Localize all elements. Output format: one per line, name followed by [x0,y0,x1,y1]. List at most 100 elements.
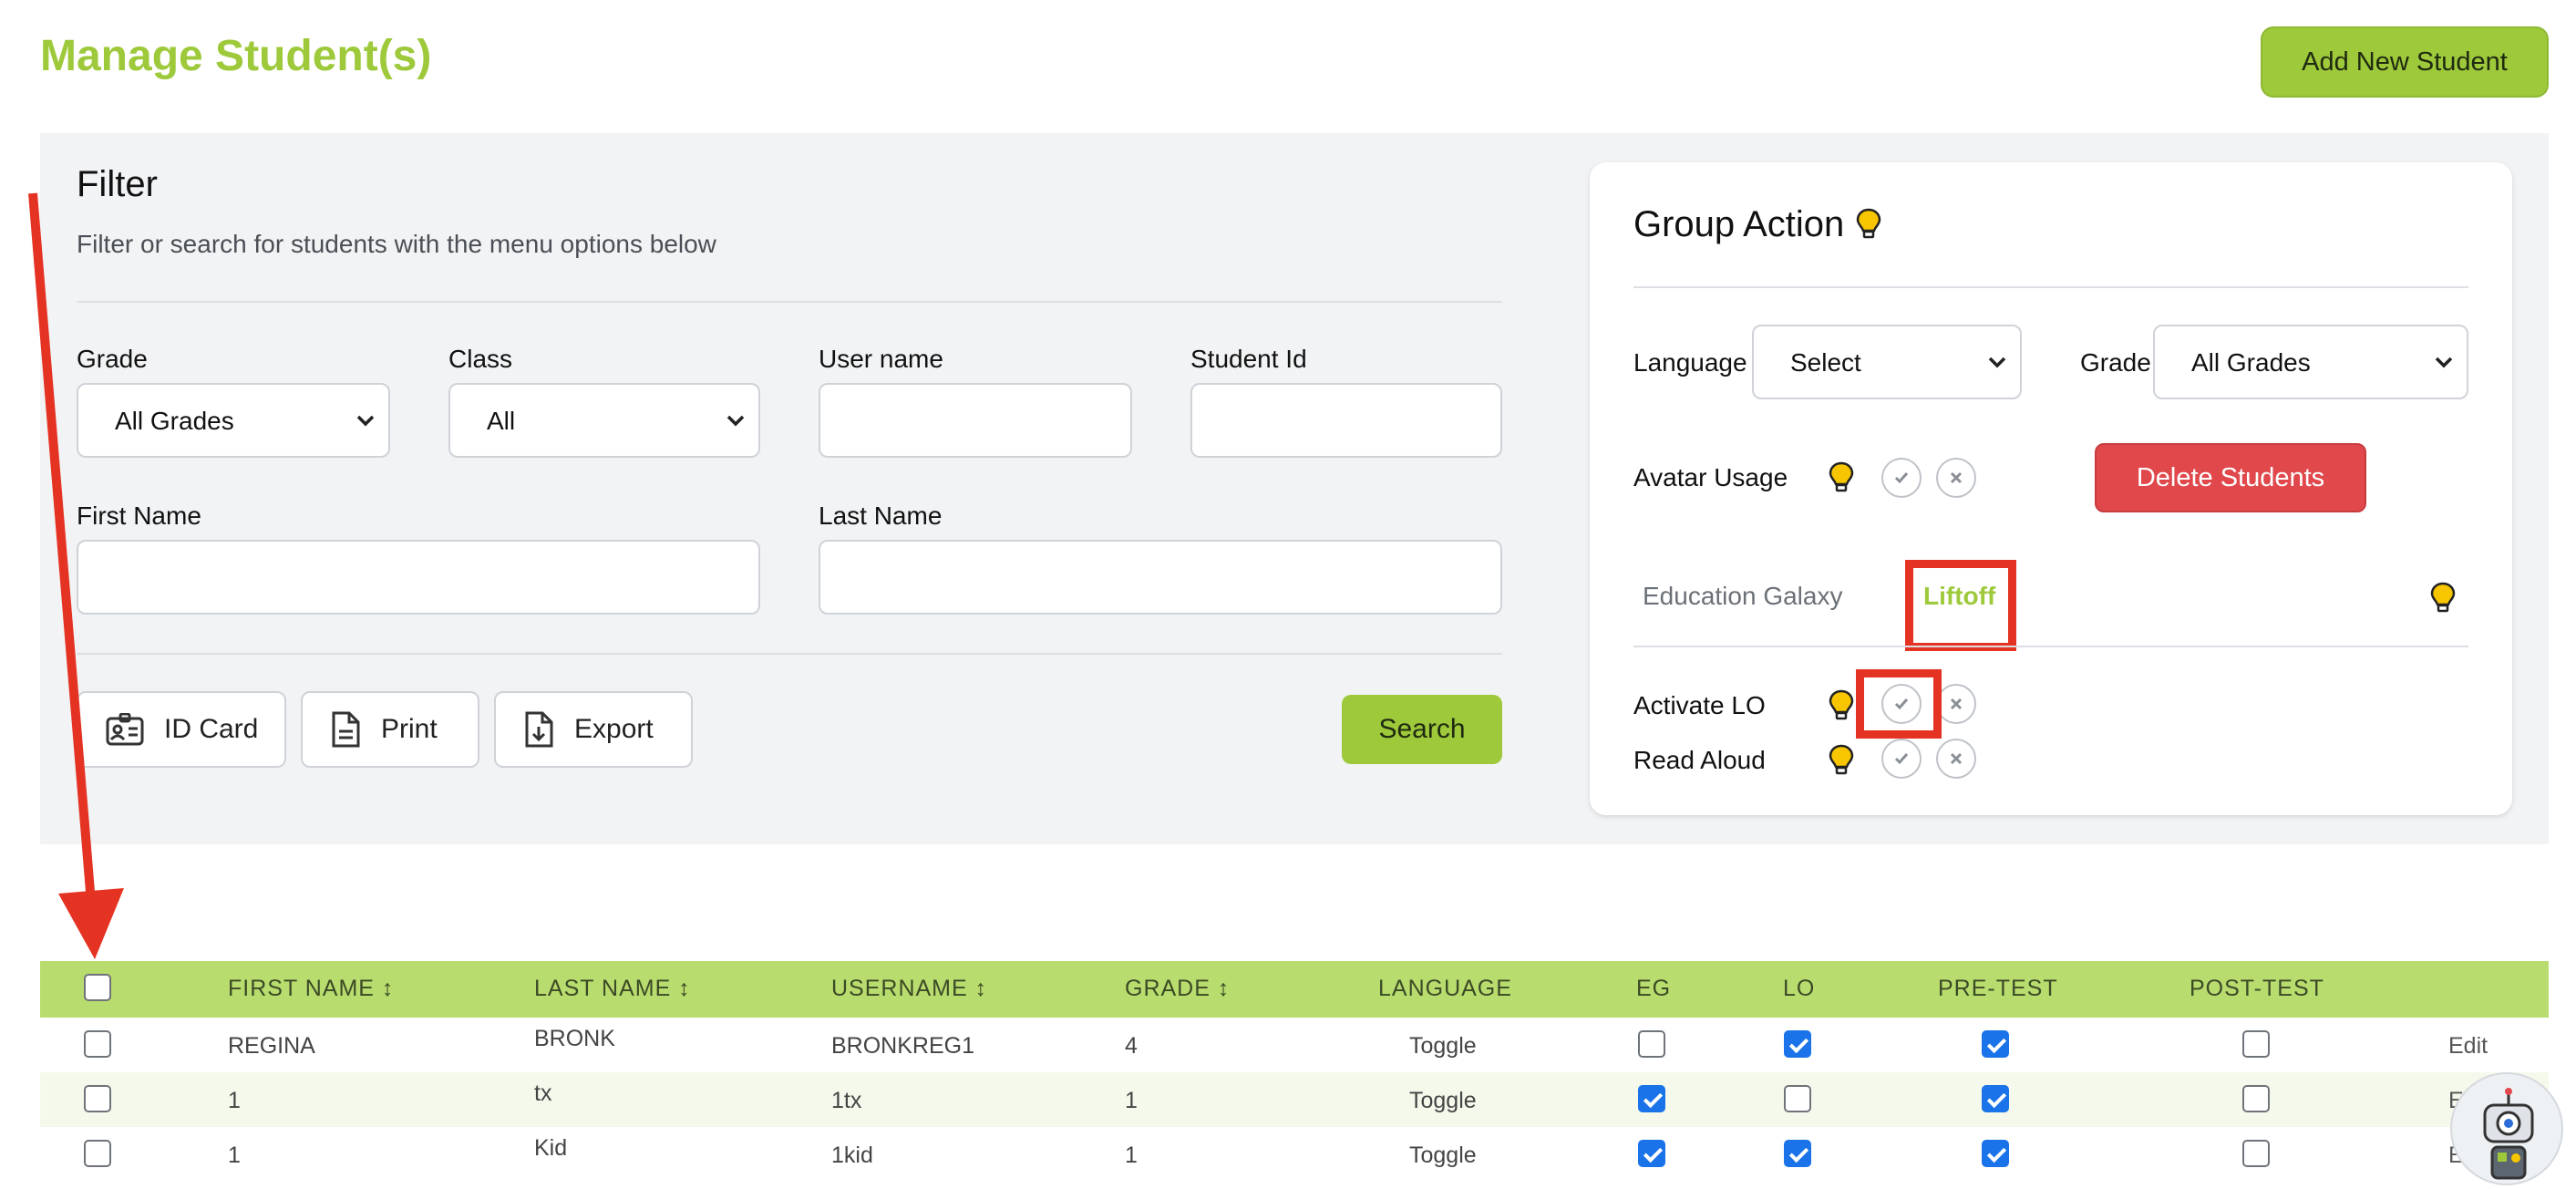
class-select[interactable]: All [448,383,760,458]
highlight-box-activate [1856,669,1942,739]
last-name-label: Last Name [819,501,943,530]
col-last-name[interactable]: LAST NAME ↕ [534,976,691,1001]
col-username[interactable]: USERNAME ↕ [831,976,988,1001]
edit-link[interactable]: Edit [2448,1033,2488,1059]
row-select-checkbox[interactable] [84,1085,111,1112]
export-label: Export [574,714,654,744]
filter-subtitle: Filter or search for students with the m… [77,230,716,258]
cell-post-checkbox[interactable] [2242,1030,2270,1058]
document-icon [332,711,360,748]
avatar-disable-button[interactable] [1936,458,1976,498]
language-label: Language [1633,348,1747,377]
grade-label: Grade [77,345,148,373]
select-all-checkbox[interactable] [84,974,111,1001]
username-input[interactable] [819,383,1132,458]
first-name-label: First Name [77,501,201,530]
cell-post-checkbox[interactable] [2242,1140,2270,1167]
username-label: User name [819,345,943,373]
cell-language-toggle[interactable]: Toggle [1409,1088,1477,1113]
cell-grade: 1 [1125,1142,1138,1168]
filter-divider-2 [77,653,1502,655]
cell-last-name: Kid [534,1135,568,1161]
ga-grade-select[interactable]: All Grades [2153,325,2468,399]
cell-pre-checkbox[interactable] [1982,1030,2009,1058]
lightbulb-icon[interactable] [1856,208,1881,239]
chevron-down-icon [1988,357,2006,368]
id-card-label: ID Card [164,714,259,744]
id-card-button[interactable]: ID Card [77,691,286,768]
activate-lo-enable-button[interactable] [1881,684,1922,724]
cell-username: 1tx [831,1088,862,1113]
highlight-box-liftoff [1905,560,2016,651]
row-select-checkbox[interactable] [84,1140,111,1167]
table-row [40,1018,2549,1072]
page-title: Manage Student(s) [40,32,432,80]
check-icon [1894,698,1909,710]
robot-assistant-icon[interactable] [2450,1072,2563,1185]
table-header [40,961,2549,1018]
group-action-title: Group Action [1633,204,1845,244]
col-lo: LO [1783,976,1816,1001]
check-icon [1894,753,1909,765]
lightbulb-icon[interactable] [1829,461,1854,492]
avatar-enable-button[interactable] [1881,458,1922,498]
cell-eg-checkbox[interactable] [1638,1085,1665,1112]
last-name-input[interactable] [819,540,1502,615]
lightbulb-icon[interactable] [2430,582,2456,613]
cell-lo-checkbox[interactable] [1784,1085,1811,1112]
group-action-divider [1633,286,2468,288]
class-select-value: All [487,407,516,435]
chevron-down-icon [726,415,745,427]
cell-lo-checkbox[interactable] [1784,1140,1811,1167]
export-button[interactable]: Export [494,691,693,768]
language-select[interactable]: Select [1752,325,2022,399]
activate-lo-label: Activate LO [1633,691,1766,719]
cell-pre-checkbox[interactable] [1982,1140,2009,1167]
chevron-down-icon [356,415,375,427]
cell-language-toggle[interactable]: Toggle [1409,1142,1477,1168]
print-label: Print [381,714,438,744]
check-icon [1894,472,1909,484]
tab-liftoff[interactable]: Liftoff [1923,582,1996,610]
cell-last-name: tx [534,1080,552,1106]
tab-education-galaxy[interactable]: Education Galaxy [1643,582,1843,610]
col-first-name[interactable]: FIRST NAME ↕ [228,976,395,1001]
cell-last-name: BRONK [534,1026,615,1051]
grade-select-value: All Grades [115,407,234,435]
id-card-icon [106,713,144,746]
cell-pre-checkbox[interactable] [1982,1085,2009,1112]
row-select-checkbox[interactable] [84,1030,111,1058]
delete-students-button[interactable]: Delete Students [2095,443,2366,512]
activate-lo-disable-button[interactable] [1936,684,1976,724]
lightbulb-icon[interactable] [1829,744,1854,775]
close-icon [1950,471,1963,484]
print-button[interactable]: Print [301,691,479,768]
student-id-label: Student Id [1190,345,1307,373]
cell-language-toggle[interactable]: Toggle [1409,1033,1477,1059]
first-name-input[interactable] [77,540,760,615]
cell-first-name: 1 [228,1088,241,1113]
cell-lo-checkbox[interactable] [1784,1030,1811,1058]
cell-username: BRONKREG1 [831,1033,974,1059]
col-pre-test: PRE-TEST [1938,976,2058,1001]
class-label: Class [448,345,513,373]
student-id-input[interactable] [1190,383,1502,458]
tab-divider [1633,646,2468,647]
close-icon [1950,698,1963,710]
cell-first-name: REGINA [228,1033,315,1059]
cell-eg-checkbox[interactable] [1638,1030,1665,1058]
language-select-value: Select [1790,348,1861,377]
lightbulb-icon[interactable] [1829,689,1854,720]
add-new-student-button[interactable]: Add New Student [2261,26,2549,98]
read-aloud-enable-button[interactable] [1881,739,1922,779]
table-row [40,1072,2549,1127]
chevron-down-icon [2435,357,2453,368]
read-aloud-disable-button[interactable] [1936,739,1976,779]
search-button[interactable]: Search [1342,695,1502,764]
grade-select[interactable]: All Grades [77,383,390,458]
col-grade[interactable]: GRADE ↕ [1125,976,1231,1001]
cell-eg-checkbox[interactable] [1638,1140,1665,1167]
cell-post-checkbox[interactable] [2242,1085,2270,1112]
filter-divider [77,301,1502,303]
ga-grade-select-value: All Grades [2191,348,2311,377]
